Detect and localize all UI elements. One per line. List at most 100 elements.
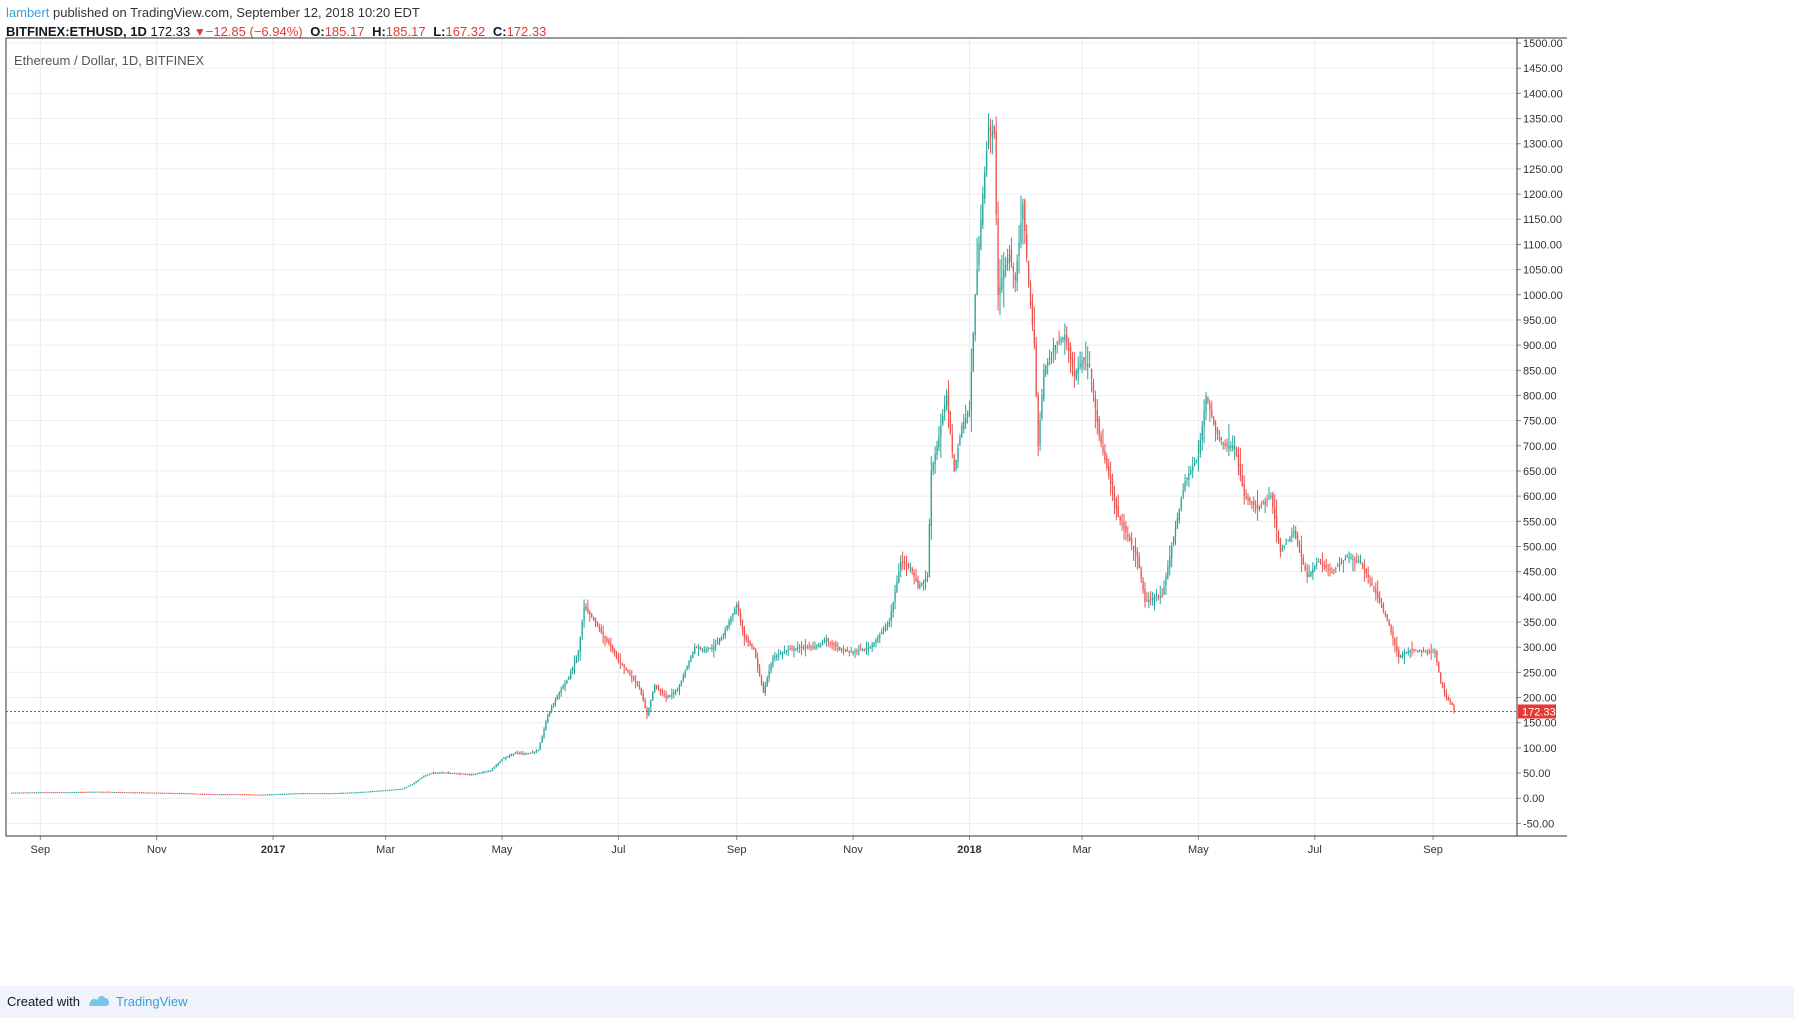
candle-body bbox=[604, 636, 606, 639]
candle-body bbox=[1190, 470, 1192, 474]
candle-body bbox=[1134, 547, 1137, 553]
tradingview-logo-icon[interactable] bbox=[88, 992, 110, 1008]
candle-body bbox=[751, 643, 753, 648]
candle-body bbox=[508, 755, 511, 757]
candle-body bbox=[249, 794, 251, 796]
candle-body bbox=[1035, 345, 1037, 396]
candle-body bbox=[1087, 363, 1089, 367]
candle-body bbox=[426, 774, 429, 776]
candle-body bbox=[1392, 631, 1394, 639]
candle-body bbox=[768, 671, 770, 679]
candle-body bbox=[984, 172, 986, 199]
candle-body bbox=[1216, 430, 1219, 434]
candle-body bbox=[667, 696, 669, 698]
candle-body bbox=[963, 421, 965, 430]
candle-body bbox=[617, 656, 620, 660]
candle-body bbox=[985, 150, 988, 172]
candle-body bbox=[1398, 649, 1400, 658]
candle-body bbox=[364, 791, 366, 793]
candle-body bbox=[1117, 505, 1119, 517]
candle-body bbox=[217, 794, 219, 796]
candle-body bbox=[102, 791, 104, 793]
author-link[interactable]: lambert bbox=[6, 5, 50, 20]
candle-body bbox=[1314, 566, 1316, 570]
candle-body bbox=[732, 613, 734, 617]
candle-body bbox=[1359, 561, 1362, 563]
candle-body bbox=[1403, 653, 1406, 656]
candle-body bbox=[1027, 261, 1030, 285]
candle-body bbox=[739, 613, 742, 621]
candle-body bbox=[64, 792, 66, 794]
candle-body bbox=[253, 794, 255, 796]
close-value: 172.33 bbox=[506, 24, 547, 39]
candle-body bbox=[467, 774, 469, 776]
candle-body bbox=[228, 794, 230, 796]
open-value: 185.17 bbox=[324, 24, 365, 39]
candle-body bbox=[243, 794, 246, 796]
candle-body bbox=[869, 647, 871, 649]
candle-body bbox=[770, 664, 772, 671]
candle-body bbox=[529, 752, 532, 754]
candle-body bbox=[18, 792, 21, 794]
candle-body bbox=[234, 794, 236, 796]
candle-body bbox=[1344, 558, 1346, 560]
candle-body bbox=[1275, 515, 1278, 530]
candle-body bbox=[1352, 558, 1354, 560]
candle-body bbox=[1443, 686, 1446, 693]
candle-body bbox=[1077, 367, 1079, 374]
candle-body bbox=[1411, 648, 1413, 651]
y-tick-label: 1400.00 bbox=[1523, 88, 1563, 100]
candle-body bbox=[407, 785, 410, 787]
candle-body bbox=[840, 648, 843, 651]
candle-body bbox=[915, 578, 917, 582]
candle-body bbox=[1066, 334, 1068, 344]
tradingview-brand[interactable]: TradingView bbox=[116, 994, 188, 1009]
candle-body bbox=[911, 568, 913, 572]
candle-body bbox=[66, 792, 68, 794]
candle-body bbox=[1163, 586, 1165, 595]
candle-body bbox=[631, 676, 633, 678]
candle-body bbox=[633, 676, 635, 680]
candle-body bbox=[1069, 346, 1072, 360]
candle-body bbox=[1169, 556, 1171, 568]
candle-body bbox=[1016, 260, 1018, 282]
candle-body bbox=[671, 693, 673, 695]
candle-body bbox=[602, 632, 604, 636]
candle-body bbox=[982, 194, 984, 225]
candle-body bbox=[804, 647, 807, 649]
candle-body bbox=[331, 793, 333, 795]
candle-body bbox=[663, 694, 665, 696]
candle-body bbox=[184, 793, 187, 795]
candle-body bbox=[354, 792, 356, 794]
candle-body bbox=[913, 572, 915, 577]
candle-body bbox=[1184, 481, 1186, 491]
candle-body bbox=[85, 791, 87, 793]
y-tick-label: 550.00 bbox=[1523, 516, 1557, 528]
candle-body bbox=[839, 646, 841, 650]
candle-body bbox=[1048, 357, 1051, 360]
candle-body bbox=[1052, 349, 1055, 353]
candle-body bbox=[1317, 561, 1320, 563]
low-value: 167.32 bbox=[445, 24, 486, 39]
candle-body bbox=[333, 793, 335, 795]
candle-body bbox=[291, 793, 293, 795]
candle-body bbox=[377, 790, 379, 792]
candle-body bbox=[30, 792, 32, 794]
candle-body bbox=[371, 791, 373, 793]
candle-body bbox=[613, 649, 616, 654]
candle-body bbox=[835, 644, 837, 647]
candle-body bbox=[360, 792, 362, 794]
candle-body bbox=[163, 792, 166, 794]
price-chart[interactable]: -50.00 0.00 50.00 100.00 150.00 200.00 250.00 3… bbox=[0, 0, 1794, 986]
candle-body bbox=[909, 566, 911, 568]
candle-body bbox=[1295, 530, 1297, 538]
candle-body bbox=[1417, 650, 1419, 652]
candle-body bbox=[11, 792, 13, 794]
candle-body bbox=[1327, 568, 1329, 570]
x-tick-label: Mar bbox=[376, 844, 395, 856]
candle-body bbox=[1386, 614, 1388, 620]
candle-body bbox=[95, 791, 97, 793]
candle-body bbox=[33, 792, 36, 794]
candle-body bbox=[1287, 540, 1289, 542]
candle-body bbox=[459, 773, 461, 775]
